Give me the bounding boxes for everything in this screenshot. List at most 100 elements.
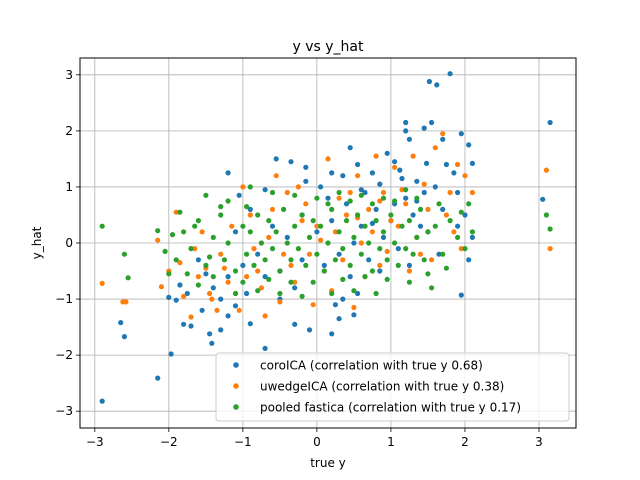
data-point [123,299,129,305]
data-point [292,321,298,327]
data-point [229,223,235,229]
data-point [388,218,394,224]
data-point [462,173,468,179]
data-point [414,195,420,201]
data-point [277,268,283,274]
data-point [343,212,350,218]
data-point [266,234,272,240]
data-point [429,119,435,126]
data-point [292,279,298,285]
data-point [443,161,449,168]
legend-box [215,352,570,422]
data-point [218,296,224,302]
x-tick-label: 3 [535,435,543,449]
data-point [403,246,409,252]
data-point [269,246,276,252]
data-point [540,196,546,202]
data-point [362,189,368,196]
data-point [288,257,294,263]
data-point [351,304,357,311]
data-point [195,218,201,224]
data-point [436,201,442,207]
data-point [314,251,320,257]
data-point [177,282,183,288]
data-point [406,262,412,268]
data-point [397,167,403,173]
data-point [458,209,464,215]
data-point [399,223,405,229]
data-point [377,246,383,252]
data-point [417,223,424,229]
data-point [369,268,375,274]
data-point [425,271,431,277]
data-point [377,198,383,204]
data-point [225,274,231,280]
data-point [355,161,361,168]
y-tick-label: 1 [65,180,73,194]
data-point [421,125,427,131]
data-point [188,323,194,329]
data-point [421,181,427,187]
x-tick-label: 1 [387,435,395,449]
data-point [184,271,190,277]
data-point [466,257,472,263]
data-point [318,237,324,243]
data-point [314,229,320,235]
data-point [417,251,424,257]
data-point [240,223,246,229]
data-point [240,279,246,285]
data-point [373,218,379,224]
data-point [155,228,161,234]
data-point [403,201,409,207]
data-point [373,206,379,212]
data-point [347,189,353,196]
data-point [543,212,550,218]
data-point [384,150,390,156]
data-point [292,192,298,198]
data-point [273,229,279,235]
data-point [547,226,553,232]
data-point [399,187,405,193]
data-point [121,334,127,340]
data-point [266,218,272,224]
data-point [192,246,198,252]
data-point [547,246,553,252]
data-point [410,251,416,257]
data-point [392,198,398,204]
data-point [377,268,383,274]
data-point [181,293,187,299]
data-point [547,119,553,126]
data-point [458,292,464,298]
data-point [325,201,331,207]
data-point [384,257,390,263]
data-point [406,136,412,142]
data-point [417,206,424,212]
data-point [421,257,427,263]
data-point [343,218,350,224]
series-2 [99,184,553,299]
data-point [195,257,201,263]
data-point [369,170,375,176]
data-point [358,223,364,229]
data-point [373,153,379,159]
data-point [380,195,387,201]
data-point [410,212,416,218]
data-point [207,331,213,337]
data-point [432,145,438,151]
data-point [199,229,205,235]
data-point [232,290,239,297]
data-point [247,229,253,235]
data-point [225,313,231,319]
data-point [403,187,409,193]
data-point [347,262,353,268]
data-point [118,320,124,326]
data-point [395,223,401,229]
data-point [277,290,283,297]
data-point [362,274,368,280]
data-point [392,240,398,246]
data-point [340,276,346,282]
data-point [173,297,179,303]
data-point [447,189,453,196]
data-point [303,262,309,268]
